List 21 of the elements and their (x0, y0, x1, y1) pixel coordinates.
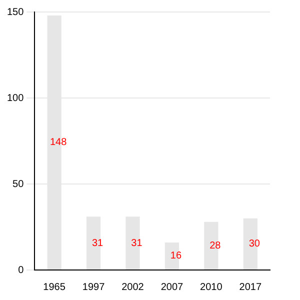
data-label: 30 (248, 238, 260, 250)
x-tick-label: 1965 (43, 282, 66, 293)
data-label: 148 (50, 137, 68, 148)
bar (86, 216, 101, 270)
data-label: 31 (92, 238, 104, 249)
x-tick-label: 2010 (200, 282, 223, 293)
y-tick-label: 50 (12, 178, 24, 190)
data-label: 28 (210, 240, 222, 252)
y-tick-label: 150 (6, 6, 24, 18)
y-tick-label: 100 (6, 92, 24, 104)
data-label: 16 (170, 250, 182, 262)
bar (164, 242, 180, 270)
x-tick-label: 2007 (160, 282, 184, 293)
y-tick-label: 0 (18, 264, 24, 276)
data-label: 31 (131, 238, 143, 249)
x-tick-label: 2017 (239, 282, 262, 293)
bar (126, 216, 140, 270)
bar (204, 222, 218, 270)
bar (243, 218, 258, 270)
x-tick-label: 1997 (82, 282, 106, 293)
x-tick-label: 2002 (122, 282, 144, 293)
